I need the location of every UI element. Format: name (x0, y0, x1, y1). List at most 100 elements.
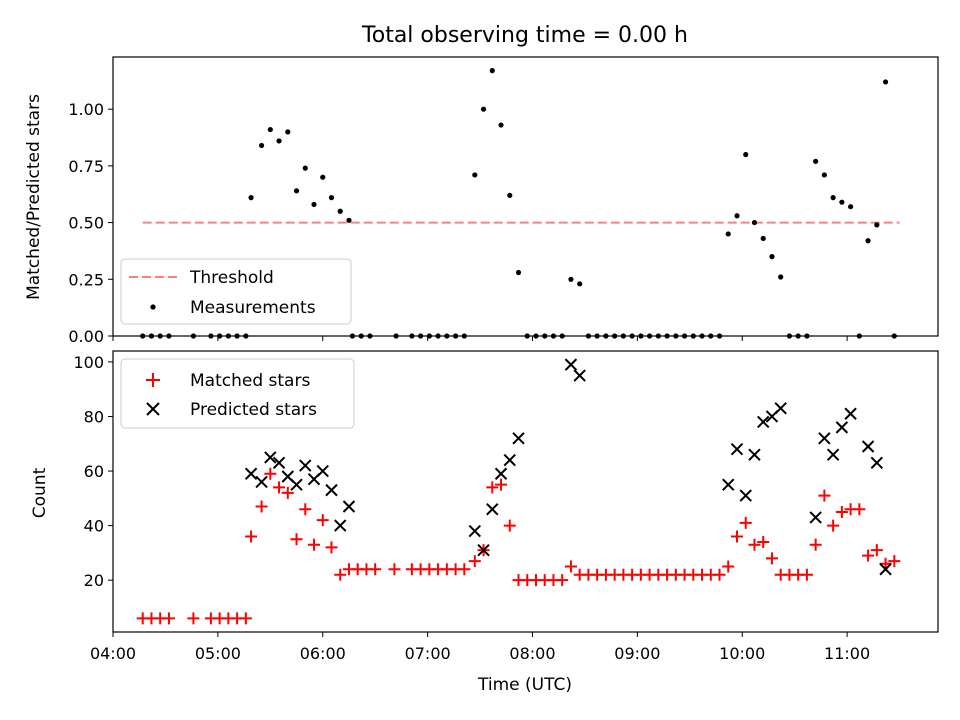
bottom-plot-area (136, 358, 901, 625)
predicted-star-marker (503, 453, 516, 467)
bottom-panel: 20 40 60 80 100 04:00 05:00 06:00 07:00 08:00 09:… (30, 350, 939, 695)
x-tick-label: 06:00 (300, 644, 346, 663)
measurement-point (328, 195, 335, 201)
predicted-star-marker (512, 432, 525, 445)
matched-star-marker (290, 533, 303, 546)
matched-star-marker (255, 500, 268, 513)
top-axes-frame (112, 56, 939, 337)
x-axis-label: Time (UTC) (477, 675, 572, 695)
predicted-star-marker (264, 451, 277, 464)
x-tick-label: 04:00 (90, 644, 136, 663)
x-tick-label: 11:00 (824, 644, 870, 663)
predicted-star-marker (334, 519, 347, 532)
measurement-point (472, 172, 478, 178)
measurement-point (882, 79, 889, 85)
predicted-star-marker (861, 440, 875, 453)
predicted-star-marker (255, 475, 268, 489)
bottom-legend-box (120, 358, 355, 429)
matched-star-marker (800, 568, 813, 581)
matched-star-marker (730, 530, 743, 543)
legend-threshold-label: Threshold (189, 268, 274, 288)
measurement-point (498, 122, 504, 128)
measurement-point (577, 281, 583, 287)
measurement-point (769, 254, 775, 260)
chart-title: Total observing time = 0.00 h (361, 23, 688, 48)
measurement-point (821, 172, 827, 178)
measurement-point (293, 188, 300, 194)
predicted-star-marker (272, 456, 286, 470)
matched-star-marker (239, 612, 252, 625)
matched-star-marker (458, 563, 471, 576)
measurement-point (743, 151, 749, 158)
bottom-y-axis-label: Count (30, 467, 50, 518)
measurement-point (489, 68, 495, 74)
top-y-tick-label: 0.00 (68, 327, 104, 346)
matched-star-marker (818, 489, 831, 502)
predicted-star-marker (739, 489, 752, 502)
measurement-point (760, 235, 766, 242)
top-y-tick-label: 0.50 (68, 214, 104, 233)
matched-star-marker (556, 574, 569, 587)
measurement-point (813, 158, 819, 164)
bottom-y-tick-label: 60 (84, 462, 104, 481)
measurement-point (507, 192, 513, 198)
matched-star-marker (870, 544, 883, 557)
bottom-y-ticks: 20 40 60 80 100 (73, 353, 113, 590)
measurement-point (865, 238, 871, 244)
matched-star-marker (486, 481, 499, 494)
matched-star-marker (757, 535, 770, 548)
bottom-axes-frame (112, 350, 939, 633)
x-tick-label: 05:00 (195, 644, 241, 663)
predicted-star-marker (342, 500, 356, 513)
predicted-star-marker (870, 456, 884, 470)
matched-star-marker (503, 519, 516, 532)
legend-measurements-swatch (150, 304, 156, 310)
predicted-star-marker (722, 478, 735, 491)
matched-star-marker (713, 568, 726, 581)
top-legend-box (120, 258, 352, 325)
predicted-star-marker (325, 483, 338, 497)
legend-matched-label: Matched stars (190, 371, 310, 391)
measurement-point (276, 138, 282, 144)
bottom-y-tick-label: 20 (84, 571, 104, 590)
measurement-point (302, 165, 308, 171)
top-y-tick-label: 1.00 (68, 100, 104, 119)
predicted-star-marker (468, 524, 482, 538)
matched-star-marker (809, 538, 822, 551)
top-y-axis-label: Matched/Predicted stars (24, 94, 44, 300)
matched-star-marker (739, 516, 752, 529)
legend-measurements-label: Measurements (190, 298, 316, 318)
predicted-star-marker (844, 407, 857, 420)
matched-star-marker (827, 519, 840, 532)
x-tick-label: 08:00 (509, 644, 555, 663)
top-y-ticks: 0.00 0.25 0.50 0.75 1.00 (68, 100, 113, 346)
legend-predicted-swatch (146, 402, 160, 416)
measurement-point (258, 142, 265, 149)
predicted-star-marker (290, 478, 303, 491)
matched-star-marker (879, 557, 892, 570)
top-x-ticks (112, 336, 848, 341)
predicted-star-marker (757, 415, 770, 429)
predicted-star-marker (477, 543, 490, 557)
measurement-point (346, 217, 352, 223)
matched-star-marker (369, 563, 382, 576)
predicted-star-marker (494, 467, 508, 480)
legend-matched-swatch (146, 373, 160, 387)
matched-star-marker (316, 514, 329, 527)
bottom-x-ticks: 04:00 05:00 06:00 07:00 08:00 09:00 10:00 11:00 (90, 632, 870, 663)
matched-star-marker (564, 560, 577, 573)
top-legend: Threshold Measurements (120, 258, 352, 325)
matched-star-marker (187, 612, 200, 625)
predicted-star-marker (244, 467, 258, 480)
measurement-point (778, 274, 784, 280)
matched-star-marker (334, 568, 347, 581)
x-tick-label: 07:00 (405, 644, 451, 663)
matched-star-marker (862, 549, 875, 562)
measurement-point (568, 276, 574, 282)
predicted-star-marker (730, 443, 744, 456)
measurement-point (725, 231, 731, 237)
matched-star-marker (325, 541, 338, 554)
measurement-point (311, 201, 317, 208)
predicted-star-marker (299, 459, 312, 472)
